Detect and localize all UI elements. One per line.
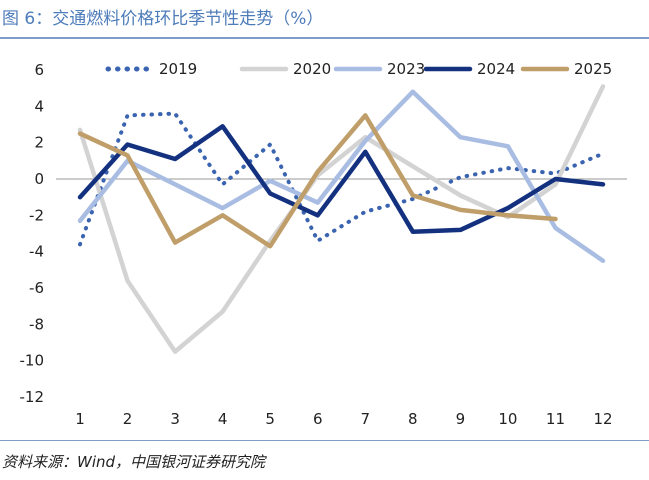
y-tick-label: -4 [29, 243, 44, 261]
y-tick-label: 6 [34, 61, 44, 79]
legend-label-2025: 2025 [574, 60, 612, 78]
x-tick-label: 11 [546, 410, 565, 428]
x-tick-label: 2 [123, 410, 133, 428]
y-tick-label: -10 [20, 352, 45, 370]
y-tick-label: 4 [34, 97, 44, 115]
legend-label-2024: 2024 [477, 60, 515, 78]
x-tick-label: 5 [265, 410, 275, 428]
series-line-2020 [77, 84, 606, 354]
legend-label-2020: 2020 [293, 60, 331, 78]
y-tick-label: 0 [34, 170, 44, 188]
x-tick-label: 4 [218, 410, 228, 428]
top-divider [0, 37, 649, 39]
x-tick-label: 3 [170, 410, 180, 428]
y-tick-label: 2 [34, 134, 44, 152]
bottom-divider [0, 440, 649, 441]
series-layer [77, 84, 606, 354]
x-tick-label: 12 [593, 410, 612, 428]
y-tick-label: -8 [29, 315, 44, 333]
y-tick-label: -6 [29, 279, 44, 297]
x-tick-label: 9 [456, 410, 466, 428]
legend-label-2019: 2019 [159, 60, 197, 78]
series-line-2025 [77, 113, 558, 249]
series-line-2024 [77, 124, 606, 234]
series-line-2023 [77, 89, 606, 264]
x-tick-label: 10 [498, 410, 517, 428]
y-tick-label: -12 [20, 388, 45, 406]
y-tick-label: -2 [29, 206, 44, 224]
legend-layer: 2019 2020 2023 2024 2025 [105, 60, 612, 78]
source-note: 资料来源：Wind，中国银河证券研究院 [2, 453, 266, 471]
legend-label-2023: 2023 [387, 60, 425, 78]
chart-title: 图 6：交通燃料价格环比季节性走势（%） [2, 9, 324, 29]
x-tick-label: 1 [75, 410, 85, 428]
x-tick-label: 7 [360, 410, 370, 428]
x-tick-label: 8 [408, 410, 418, 428]
series-line-2019 [78, 111, 605, 247]
x-tick-label: 6 [313, 410, 323, 428]
